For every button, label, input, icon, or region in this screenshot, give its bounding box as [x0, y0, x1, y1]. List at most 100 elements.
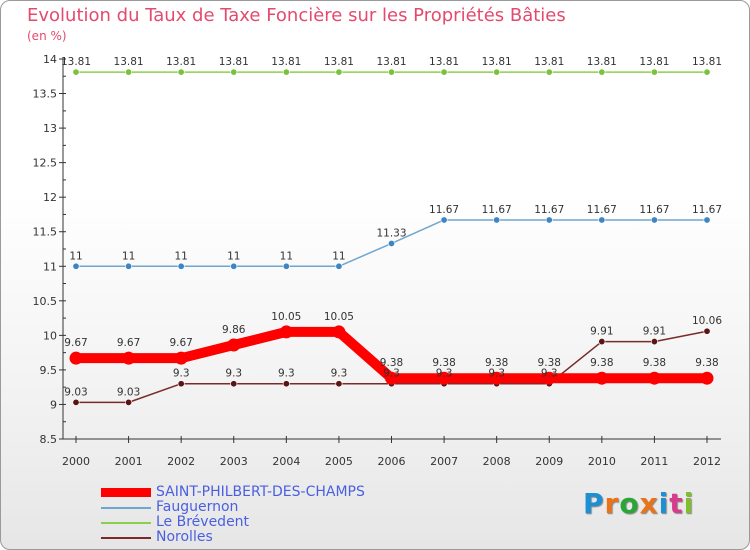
y-tick-label: 11.5 — [33, 226, 58, 239]
data-label-norolles: 9.3 — [488, 368, 505, 380]
data-label-le-brevedent: 13.81 — [587, 56, 617, 68]
data-label-fauguernon: 11.67 — [587, 204, 617, 216]
data-point-fauguernon — [282, 262, 290, 270]
logo-letter: x — [639, 487, 659, 520]
legend-label-le-brevedent: Le Brévedent — [156, 514, 250, 530]
data-point-le-brevedent — [650, 68, 658, 76]
data-label-le-brevedent: 13.81 — [376, 56, 406, 68]
data-label-norolles: 9.91 — [590, 326, 613, 338]
data-point-saint-philbert-des-champs — [437, 371, 451, 385]
data-label-norolles: 9.3 — [225, 368, 242, 380]
data-point-norolles — [177, 380, 185, 388]
x-tick-label: 2007 — [430, 455, 458, 468]
logo-letter: i — [658, 487, 670, 520]
y-tick-label: 11 — [43, 260, 57, 273]
y-tick-label: 13.5 — [33, 88, 58, 101]
data-label-norolles: 9.3 — [331, 368, 348, 380]
data-point-le-brevedent — [230, 68, 238, 76]
data-label-fauguernon: 11 — [332, 250, 345, 262]
logo-letter: i — [683, 487, 695, 520]
data-point-le-brevedent — [545, 68, 553, 76]
data-label-layer: 13.81 13.81 13.81 13.81 13.81 13.81 13.81 13.81… — [61, 56, 722, 398]
x-tick-label: 2008 — [483, 455, 511, 468]
data-label-fauguernon: 11 — [280, 250, 293, 262]
data-label-fauguernon: 11.67 — [692, 204, 722, 216]
data-label-saint-philbert-des-champs: 9.38 — [590, 357, 613, 369]
data-point-fauguernon — [650, 216, 658, 224]
data-point-norolles — [335, 380, 343, 388]
logo-letter: P — [583, 487, 605, 520]
x-tick-label: 2012 — [693, 455, 721, 468]
data-point-saint-philbert-des-champs — [174, 351, 188, 365]
data-point-fauguernon — [335, 262, 343, 270]
data-point-norolles — [72, 398, 80, 406]
x-tick-label: 2005 — [325, 455, 353, 468]
data-point-fauguernon — [545, 216, 553, 224]
legend-swatch-saint-philbert — [101, 488, 151, 497]
data-label-norolles: 9.3 — [436, 368, 453, 380]
logo-letter: o — [619, 487, 640, 520]
data-point-le-brevedent — [440, 68, 448, 76]
data-label-saint-philbert-des-champs: 10.05 — [324, 311, 354, 323]
data-label-norolles: 9.3 — [383, 368, 400, 380]
data-point-norolles — [650, 338, 658, 346]
data-label-norolles: 9.3 — [541, 368, 558, 380]
data-label-saint-philbert-des-champs: 9.67 — [64, 337, 87, 349]
data-label-saint-philbert-des-champs: 10.05 — [271, 311, 301, 323]
data-label-saint-philbert-des-champs: 9.38 — [643, 357, 666, 369]
data-label-le-brevedent: 13.81 — [639, 56, 669, 68]
data-label-norolles: 9.91 — [643, 326, 666, 338]
y-tick-label: 13 — [43, 122, 57, 135]
data-label-norolles: 10.06 — [692, 315, 722, 327]
data-label-norolles: 9.3 — [278, 368, 295, 380]
data-point-fauguernon — [125, 262, 133, 270]
data-point-le-brevedent — [387, 68, 395, 76]
data-label-saint-philbert-des-champs: 9.38 — [380, 357, 403, 369]
legend-label-fauguernon: Fauguernon — [156, 499, 239, 515]
y-tick-label: 12.5 — [33, 157, 58, 170]
y-tick-label: 14 — [43, 53, 57, 66]
logo-letter: r — [604, 487, 620, 520]
y-tick-label: 10 — [43, 329, 57, 342]
legend-swatch-le-brevedent — [101, 522, 151, 524]
data-point-fauguernon — [177, 262, 185, 270]
x-tick-label: 2000 — [62, 455, 90, 468]
data-point-le-brevedent — [493, 68, 501, 76]
data-point-fauguernon — [387, 239, 395, 247]
data-label-saint-philbert-des-champs: 9.38 — [432, 357, 455, 369]
logo-letter: t — [669, 487, 684, 520]
data-point-norolles — [282, 380, 290, 388]
data-label-norolles: 9.3 — [173, 368, 190, 380]
y-tick-label: 10.5 — [33, 295, 58, 308]
x-tick-label: 2001 — [115, 455, 143, 468]
legend-swatch-norolles — [101, 537, 151, 539]
axes: 8.5 9 9.5 10 10.5 11 11.5 12 12.5 13 13.5 14 2000 200… — [33, 53, 721, 468]
data-label-le-brevedent: 13.81 — [429, 56, 459, 68]
chart-title: Evolution du Taux de Taxe Foncière sur l… — [27, 5, 566, 26]
data-point-le-brevedent — [125, 68, 133, 76]
data-label-saint-philbert-des-champs: 9.38 — [695, 357, 718, 369]
legend-label-norolles: Norolles — [156, 529, 213, 545]
data-label-fauguernon: 11.33 — [376, 227, 406, 239]
data-point-saint-philbert-des-champs — [595, 371, 609, 385]
x-tick-label: 2009 — [535, 455, 563, 468]
y-tick-label: 8.5 — [40, 433, 58, 446]
data-label-saint-philbert-des-champs: 9.38 — [485, 357, 508, 369]
data-point-saint-philbert-des-champs — [279, 325, 293, 339]
data-label-fauguernon: 11 — [122, 250, 135, 262]
data-label-saint-philbert-des-champs: 9.86 — [222, 324, 246, 336]
data-label-fauguernon: 11.67 — [639, 204, 669, 216]
data-point-saint-philbert-des-champs — [700, 371, 714, 385]
data-label-fauguernon: 11.67 — [482, 204, 512, 216]
data-point-saint-philbert-des-champs — [647, 371, 661, 385]
data-point-saint-philbert-des-champs — [227, 338, 241, 352]
data-label-le-brevedent: 13.81 — [271, 56, 301, 68]
data-label-le-brevedent: 13.81 — [324, 56, 354, 68]
chart-subtitle: (en %) — [27, 29, 67, 43]
data-label-fauguernon: 11 — [227, 250, 240, 262]
legend-label-saint-philbert: SAINT-PHILBERT-DES-CHAMPS — [156, 484, 365, 500]
data-point-saint-philbert-des-champs — [490, 371, 504, 385]
data-label-fauguernon: 11.67 — [534, 204, 564, 216]
x-tick-label: 2004 — [272, 455, 300, 468]
